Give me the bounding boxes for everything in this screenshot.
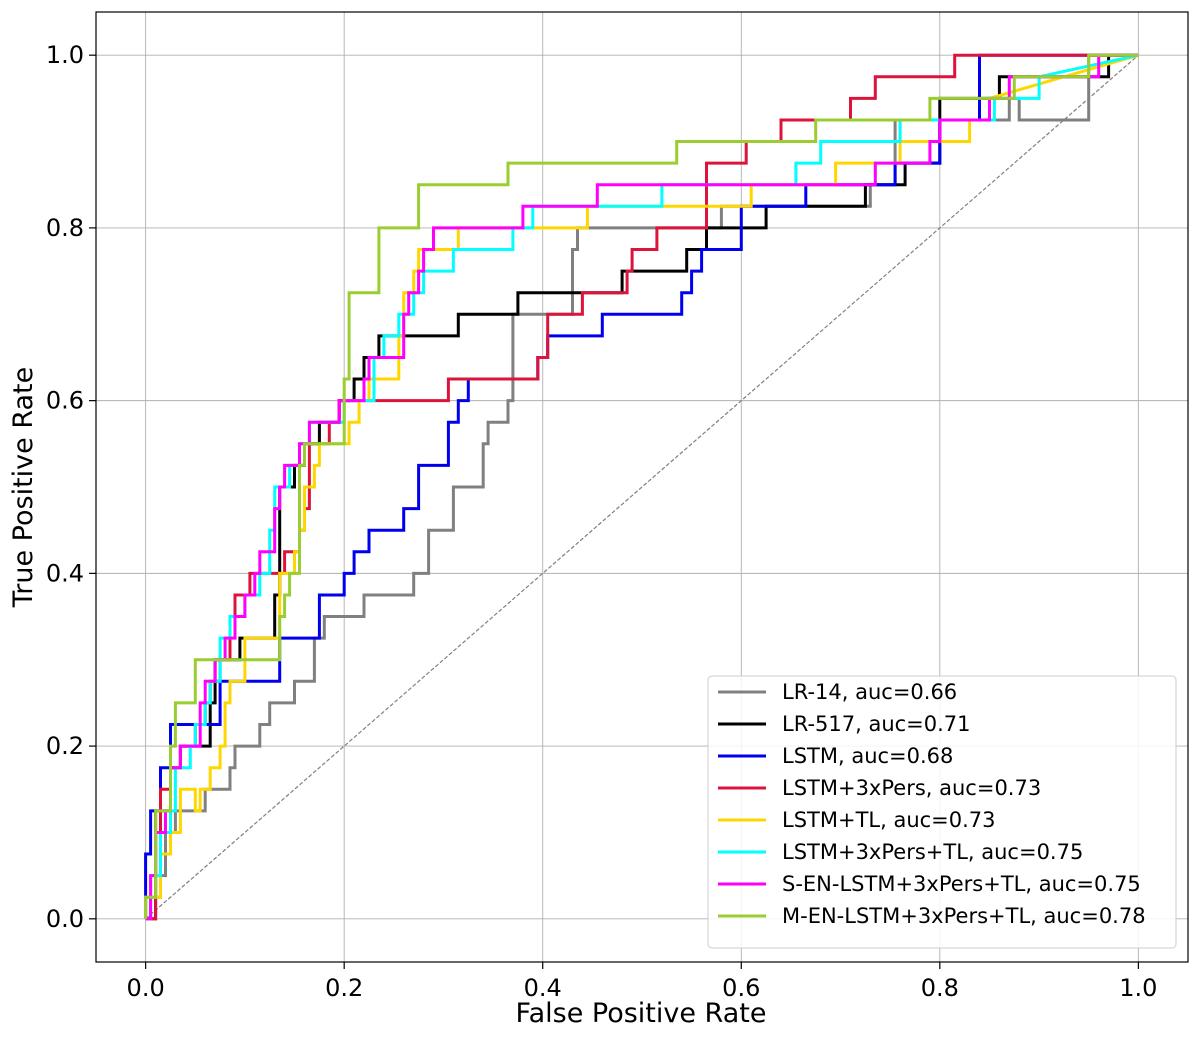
y-axis-label: True Positive Rate xyxy=(8,367,39,609)
legend: LR-14, auc=0.66 LR-517, auc=0.71 LSTM, auc… xyxy=(707,675,1177,949)
x-tick-label-0: 0.0 xyxy=(127,974,165,1002)
y-tick-label-4: 0.8 xyxy=(46,214,84,242)
plot-frame xyxy=(95,11,1189,963)
y-tick-label-3: 0.6 xyxy=(46,387,84,415)
legend-entries: LR-14, auc=0.66 LR-517, auc=0.71 LSTM, auc… xyxy=(718,680,1146,928)
y-tick-label-5: 1.0 xyxy=(46,41,84,69)
x-tick-label-3: 0.6 xyxy=(722,974,760,1002)
series-line-lstm xyxy=(144,53,1139,919)
series-layer xyxy=(144,53,1139,921)
legend-box xyxy=(707,675,1177,949)
y-tick-label-0: 0.0 xyxy=(46,905,84,933)
x-tick-label-2: 0.4 xyxy=(524,974,562,1002)
y-axis-ticks: 0.0 0.2 0.4 0.6 0.8 1.0 xyxy=(46,41,96,933)
legend-label-lstm-3xpers-tl: LSTM+3xPers+TL, auc=0.75 xyxy=(782,840,1083,864)
x-axis-label: False Positive Rate xyxy=(516,998,767,1029)
legend-label-lr-517: LR-517, auc=0.71 xyxy=(782,712,971,736)
legend-label-s-en-lstm-3xpers-tl: S-EN-LSTM+3xPers+TL, auc=0.75 xyxy=(782,872,1141,896)
grid-layer xyxy=(96,12,1188,962)
x-tick-label-1: 0.2 xyxy=(325,974,363,1002)
x-tick-label-5: 1.0 xyxy=(1119,974,1157,1002)
series-line-lstm-tl xyxy=(144,53,1139,919)
legend-label-lr-14: LR-14, auc=0.66 xyxy=(782,680,957,704)
y-tick-label-1: 0.2 xyxy=(46,732,84,760)
legend-label-lstm-3xpers: LSTM+3xPers, auc=0.73 xyxy=(782,776,1041,800)
series-line-m-en-lstm-3xpers-tl xyxy=(144,53,1139,919)
diagonal-reference-line xyxy=(145,54,1139,920)
x-tick-label-4: 0.8 xyxy=(921,974,959,1002)
legend-label-lstm: LSTM, auc=0.68 xyxy=(782,744,953,768)
x-axis-ticks: 0.0 0.2 0.4 0.6 0.8 1.0 xyxy=(127,962,1157,1002)
series-line-lr-14 xyxy=(144,53,1139,919)
legend-label-lstm-tl: LSTM+TL, auc=0.73 xyxy=(782,808,996,832)
legend-label-m-en-lstm-3xpers-tl: M-EN-LSTM+3xPers+TL, auc=0.78 xyxy=(782,904,1146,928)
y-tick-label-2: 0.4 xyxy=(46,559,84,587)
